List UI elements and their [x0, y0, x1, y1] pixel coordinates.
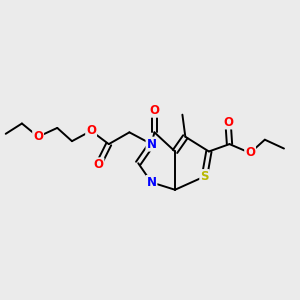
Text: O: O	[33, 130, 43, 143]
Text: N: N	[146, 176, 157, 189]
Text: O: O	[149, 104, 159, 117]
Text: S: S	[200, 170, 209, 183]
Text: O: O	[223, 116, 233, 128]
Text: N: N	[146, 138, 157, 151]
Text: O: O	[245, 146, 255, 159]
Text: O: O	[86, 124, 96, 137]
Text: O: O	[94, 158, 103, 171]
